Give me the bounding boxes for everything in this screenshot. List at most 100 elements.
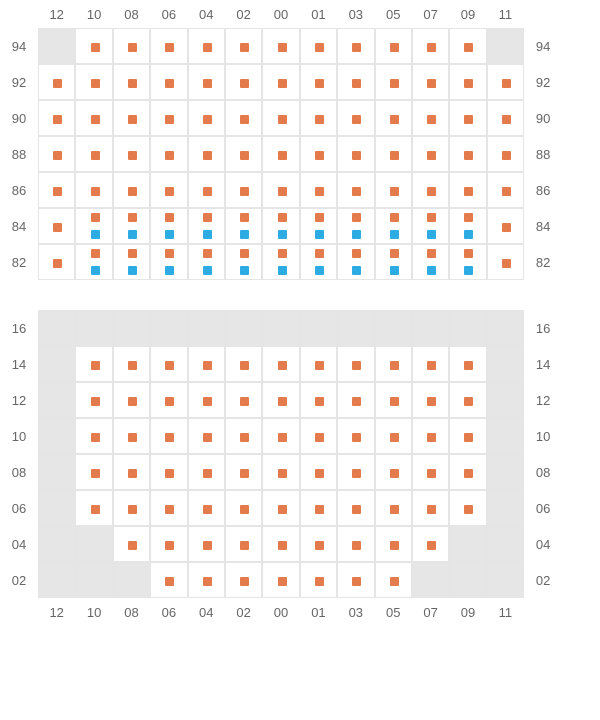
seat-cell[interactable] [337, 100, 374, 136]
seat-cell[interactable] [188, 64, 225, 100]
seat-cell[interactable] [262, 490, 299, 526]
seat-cell[interactable] [262, 172, 299, 208]
seat-cell[interactable] [262, 28, 299, 64]
seat-cell[interactable] [188, 418, 225, 454]
seat-cell[interactable] [113, 244, 150, 280]
seat-cell[interactable] [449, 382, 486, 418]
seat-cell[interactable] [113, 208, 150, 244]
seat-cell[interactable] [449, 490, 486, 526]
seat-cell[interactable] [150, 490, 187, 526]
seat-cell[interactable] [262, 382, 299, 418]
seat-cell[interactable] [113, 454, 150, 490]
seat-cell[interactable] [300, 28, 337, 64]
seat-cell[interactable] [449, 208, 486, 244]
seat-cell[interactable] [225, 208, 262, 244]
seat-cell[interactable] [113, 526, 150, 562]
seat-cell[interactable] [412, 64, 449, 100]
seat-cell[interactable] [375, 172, 412, 208]
seat-cell[interactable] [150, 382, 187, 418]
seat-cell[interactable] [225, 346, 262, 382]
seat-cell[interactable] [113, 418, 150, 454]
seat-cell[interactable] [75, 490, 112, 526]
seat-cell[interactable] [300, 208, 337, 244]
seat-cell[interactable] [300, 64, 337, 100]
seat-cell[interactable] [188, 346, 225, 382]
seat-cell[interactable] [188, 172, 225, 208]
seat-cell[interactable] [449, 172, 486, 208]
seat-cell[interactable] [38, 100, 75, 136]
seat-cell[interactable] [375, 454, 412, 490]
seat-cell[interactable] [150, 244, 187, 280]
seat-cell[interactable] [75, 28, 112, 64]
seat-cell[interactable] [412, 346, 449, 382]
seat-cell[interactable] [262, 562, 299, 598]
seat-cell[interactable] [113, 172, 150, 208]
seat-cell[interactable] [113, 490, 150, 526]
seat-cell[interactable] [487, 208, 524, 244]
seat-cell[interactable] [188, 100, 225, 136]
seat-cell[interactable] [337, 526, 374, 562]
seat-cell[interactable] [449, 100, 486, 136]
seat-cell[interactable] [337, 136, 374, 172]
seat-cell[interactable] [412, 172, 449, 208]
seat-cell[interactable] [75, 64, 112, 100]
seat-cell[interactable] [375, 490, 412, 526]
seat-cell[interactable] [412, 208, 449, 244]
seat-cell[interactable] [487, 244, 524, 280]
seat-cell[interactable] [300, 418, 337, 454]
seat-cell[interactable] [337, 208, 374, 244]
seat-cell[interactable] [225, 526, 262, 562]
seat-cell[interactable] [262, 244, 299, 280]
seat-cell[interactable] [337, 172, 374, 208]
seat-cell[interactable] [262, 64, 299, 100]
seat-cell[interactable] [113, 136, 150, 172]
seat-cell[interactable] [225, 382, 262, 418]
seat-cell[interactable] [300, 454, 337, 490]
seat-cell[interactable] [113, 100, 150, 136]
seat-cell[interactable] [375, 526, 412, 562]
seat-cell[interactable] [300, 172, 337, 208]
seat-cell[interactable] [449, 244, 486, 280]
seat-cell[interactable] [113, 346, 150, 382]
seat-cell[interactable] [375, 244, 412, 280]
seat-cell[interactable] [337, 244, 374, 280]
seat-cell[interactable] [75, 454, 112, 490]
seat-cell[interactable] [337, 490, 374, 526]
seat-cell[interactable] [412, 244, 449, 280]
seat-cell[interactable] [150, 28, 187, 64]
seat-cell[interactable] [337, 64, 374, 100]
seat-cell[interactable] [487, 136, 524, 172]
seat-cell[interactable] [300, 562, 337, 598]
seat-cell[interactable] [225, 244, 262, 280]
seat-cell[interactable] [300, 136, 337, 172]
seat-cell[interactable] [225, 172, 262, 208]
seat-cell[interactable] [262, 100, 299, 136]
seat-cell[interactable] [38, 172, 75, 208]
seat-cell[interactable] [375, 418, 412, 454]
seat-cell[interactable] [337, 454, 374, 490]
seat-cell[interactable] [337, 562, 374, 598]
seat-cell[interactable] [38, 244, 75, 280]
seat-cell[interactable] [449, 64, 486, 100]
seat-cell[interactable] [300, 490, 337, 526]
seat-cell[interactable] [412, 136, 449, 172]
seat-cell[interactable] [449, 418, 486, 454]
seat-cell[interactable] [375, 64, 412, 100]
seat-cell[interactable] [75, 172, 112, 208]
seat-cell[interactable] [75, 208, 112, 244]
seat-cell[interactable] [150, 562, 187, 598]
seat-cell[interactable] [300, 244, 337, 280]
seat-cell[interactable] [188, 562, 225, 598]
seat-cell[interactable] [412, 454, 449, 490]
seat-cell[interactable] [225, 418, 262, 454]
seat-cell[interactable] [38, 208, 75, 244]
seat-cell[interactable] [150, 64, 187, 100]
seat-cell[interactable] [225, 64, 262, 100]
seat-cell[interactable] [75, 418, 112, 454]
seat-cell[interactable] [375, 28, 412, 64]
seat-cell[interactable] [262, 136, 299, 172]
seat-cell[interactable] [225, 100, 262, 136]
seat-cell[interactable] [225, 490, 262, 526]
seat-cell[interactable] [449, 28, 486, 64]
seat-cell[interactable] [337, 346, 374, 382]
